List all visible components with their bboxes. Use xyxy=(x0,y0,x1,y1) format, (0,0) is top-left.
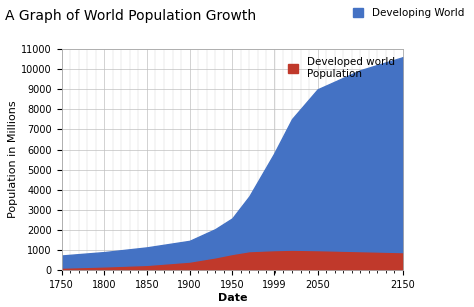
Y-axis label: Population in Millions: Population in Millions xyxy=(9,101,18,219)
Text: A Graph of World Population Growth: A Graph of World Population Growth xyxy=(5,9,256,23)
X-axis label: Date: Date xyxy=(218,293,247,303)
Legend: Developed world
Population: Developed world Population xyxy=(285,54,398,82)
Legend: Developing World: Developing World xyxy=(353,8,464,18)
